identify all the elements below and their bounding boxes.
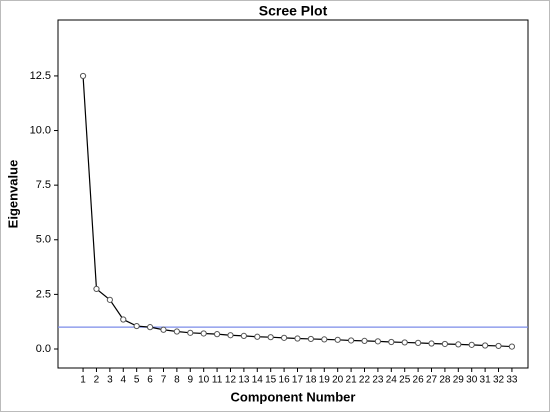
y-tick-label: 5.0 [36,234,51,246]
x-tick-label: 29 [453,375,465,386]
x-tick-label: 13 [238,375,250,386]
x-axis-title: Component Number [231,389,356,404]
x-tick-label: 32 [493,375,505,386]
x-tick-label: 18 [305,375,317,386]
x-tick-label: 14 [252,375,264,386]
x-tick-label: 16 [279,375,291,386]
x-tick-label: 20 [332,375,344,386]
x-tick-label: 24 [386,375,398,386]
point [173,328,180,335]
point [441,340,449,348]
point [79,72,87,80]
point [374,338,382,345]
x-tick-label: 17 [292,375,304,386]
chart-title: Scree Plot [259,3,328,19]
point [280,334,288,341]
point [347,337,355,344]
point [307,335,314,343]
point [227,332,234,339]
x-tick-label: 12 [225,375,237,386]
x-tick-label: 30 [466,375,478,386]
x-tick-label: 15 [265,375,277,386]
point [401,339,408,346]
point [294,335,301,342]
x-tick-label: 22 [359,375,371,386]
x-tick-label: 27 [426,375,438,386]
x-tick-label: 6 [147,375,153,386]
x-tick-label: 7 [161,375,167,386]
point [361,337,368,345]
x-tick-label: 1 [80,375,86,386]
point [106,296,113,303]
x-tick-label: 31 [480,375,492,386]
x-tick-label: 33 [506,375,518,386]
point [187,329,194,336]
x-tick-label: 21 [346,375,358,386]
x-tick-label: 28 [439,375,451,386]
y-axis-title: Eigenvalue [5,160,20,229]
point [495,342,502,350]
x-tick-label: 8 [174,375,180,386]
point [200,330,207,337]
point [160,326,167,333]
y-tick-label: 10.0 [30,124,51,136]
point [508,343,516,350]
point [415,339,422,346]
x-tick-label: 23 [372,375,384,386]
point [120,316,127,323]
plot-frame [57,19,529,369]
x-tick-label: 4 [120,375,126,386]
x-tick-label: 9 [187,375,193,386]
point [334,336,341,343]
point [321,336,328,343]
x-tick-label: 19 [319,375,331,386]
point [482,342,489,349]
point [388,338,395,346]
x-tick-label: 3 [107,375,113,386]
y-tick-label: 0.0 [36,343,51,355]
x-tick-label: 10 [198,375,210,386]
y-tick-label: 7.5 [36,179,51,191]
y-tick-label: 12.5 [30,70,51,82]
point [213,331,221,338]
point [133,322,140,330]
y-tick-label: 2.5 [36,288,51,300]
x-tick-label: 11 [212,375,223,386]
point [267,334,274,341]
point [428,340,435,347]
point [240,332,247,339]
point [146,324,154,331]
x-tick-label: 26 [413,375,425,386]
point [455,341,462,348]
x-tick-label: 2 [94,375,100,386]
point [93,285,100,293]
x-tick-label: 5 [134,375,140,386]
point [254,333,261,340]
point [468,341,475,348]
x-tick-label: 25 [399,375,411,386]
